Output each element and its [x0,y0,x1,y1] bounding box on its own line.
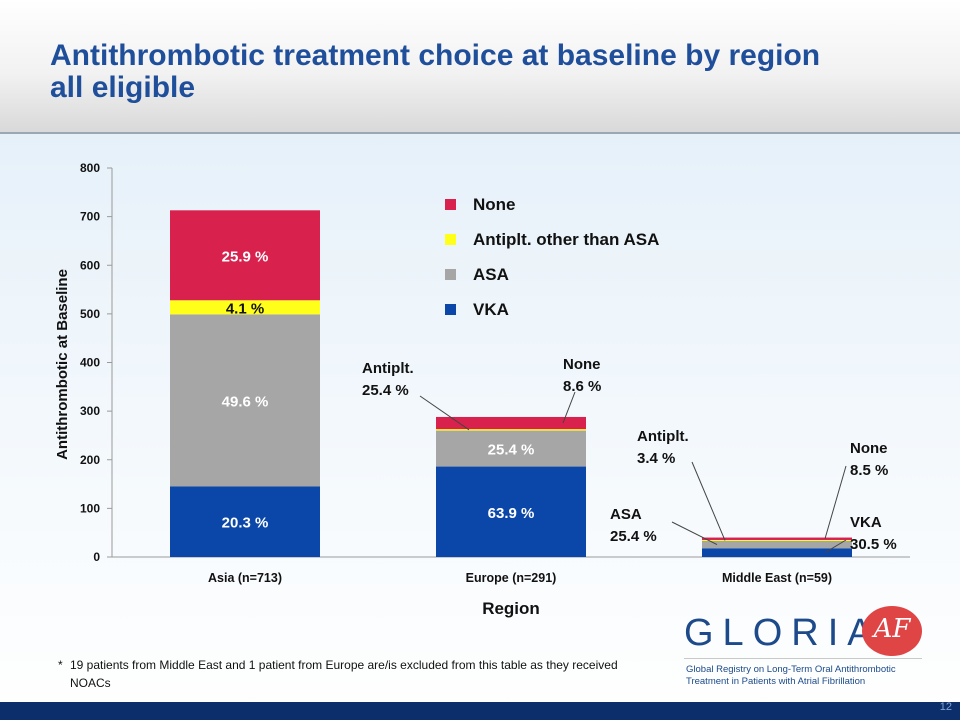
callout-label-name: None [563,356,601,373]
callout-label-name: Antiplt. [362,360,414,377]
page-number: 12 [939,701,952,713]
callout-label-name: None [850,440,888,457]
bar-asa [170,314,320,487]
bar-none [436,416,586,430]
bar-asa [436,430,586,467]
bar-vka [436,466,586,557]
y-tick-label: 500 [80,307,100,321]
x-tick-label: Europe (n=291) [466,571,557,585]
footnote: * 19 patients from Middle East and 1 pat… [58,656,658,692]
logo-subtitle: Global Registry on Long-Term Oral Antith… [686,664,936,688]
bar-none [170,210,320,301]
callout-leader-line [691,461,726,541]
chart-callouts: Antiplt. 25.4 % None 8.6 % Antiplt. 3.4 % ASA 2… [362,356,897,554]
legend-swatch-asa [445,269,456,280]
legend-swatch-antiplt-other-than-asa [445,234,456,245]
legend-label: ASA [473,265,509,284]
callout-label-value: 3.4 % [637,450,675,467]
data-label: 25.9 % [222,248,269,265]
legend-label: VKA [473,300,509,319]
callout-label-name: Antiplt. [637,428,689,445]
callout-label-value: 8.6 % [563,378,601,395]
footnote-text: 19 patients from Middle East and 1 patie… [70,658,618,690]
legend-label: None [473,195,516,214]
slide-header: Antithrombotic treatment choice at basel… [0,0,960,134]
logo-subtitle-line-1: Global Registry on Long-Term Oral Antith… [686,664,896,675]
bar-vka [702,548,852,557]
legend-swatch-none [445,199,456,210]
callout-label-value: 25.4 % [610,528,657,545]
chart-legend: None Antiplt. other than ASA ASA VKA [445,195,659,319]
chart-bars [170,210,852,557]
logo-wordmark: GLORIA [684,612,882,654]
callout-leader-line [824,539,847,554]
slide-title: Antithrombotic treatment choice at basel… [50,40,930,104]
y-axis-title: Antithrombotic at Baseline [54,269,71,460]
logo-badge: AF [862,606,922,656]
y-tick-label: 700 [80,210,100,224]
y-tick-label: 400 [80,356,100,370]
callout-leader-line [671,521,718,546]
y-tick-label: 600 [80,258,100,272]
legend-label: Antiplt. other than ASA [473,230,659,249]
y-tick-label: 300 [80,404,100,418]
data-label: 4.1 % [226,300,264,317]
logo-divider [684,658,922,659]
data-label: 49.6 % [222,393,269,410]
callout-label-name: ASA [610,506,642,523]
data-label: 20.3 % [222,515,269,532]
callout-label-value: 8.5 % [850,462,888,479]
callout-label-name: VKA [850,514,882,531]
legend-swatch-vka [445,304,456,315]
bar-asa [702,540,852,549]
y-tick-label: 0 [93,550,100,564]
bar-none [702,537,852,540]
title-line-1: Antithrombotic treatment choice at basel… [50,39,821,72]
data-label: 63.9 % [488,505,535,522]
data-label: 25.4 % [488,442,535,459]
footer-bar [0,702,960,720]
callout-label-value: 25.4 % [362,382,409,399]
gloria-af-logo: GLORIA AF Global Registry on Long-Term O… [684,604,944,694]
logo-badge-text: AF [873,614,911,644]
bar-antiplt-other-than-asa [702,539,852,541]
bar-vka [170,486,320,557]
logo-subtitle-line-2: Treatment in Patients with Atrial Fibril… [686,676,866,687]
title-line-2: all eligible [50,71,196,104]
chart-data-labels: 20.3 % 49.6 % 4.1 % 25.9 % 63.9 % 25.4 % [222,248,535,531]
bar-antiplt-other-than-asa [436,429,586,431]
callout-leader-line [824,465,847,539]
y-tick-label: 100 [80,501,100,515]
x-tick-label: Asia (n=713) [208,571,282,585]
callout-leader-line [562,391,576,424]
bar-antiplt-other-than-asa [170,300,320,315]
y-tick-label: 800 [80,161,100,175]
callout-label-value: 30.5 % [850,536,897,553]
y-tick-label: 200 [80,453,100,467]
x-tick-label: Middle East (n=59) [722,571,832,585]
x-axis-title: Region [482,599,540,618]
footnote-star: * [58,658,63,672]
callout-leader-line [419,395,470,431]
